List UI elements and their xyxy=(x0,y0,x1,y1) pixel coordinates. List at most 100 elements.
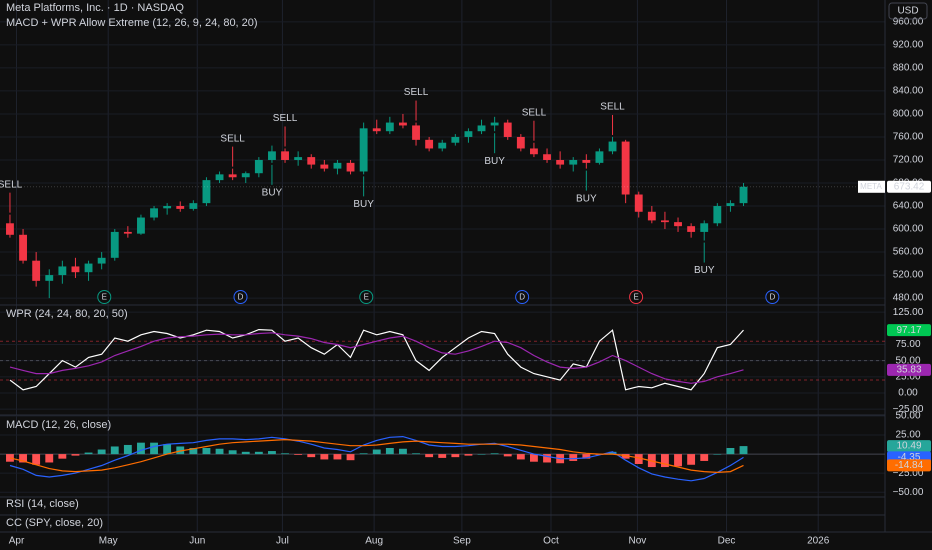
event-marker xyxy=(233,290,248,304)
histogram-bar xyxy=(58,454,67,459)
pane-title: RSI (14, close) xyxy=(6,498,79,510)
event-marker xyxy=(515,290,530,304)
histogram-bar xyxy=(97,449,106,455)
signal-label: SELL xyxy=(273,113,298,124)
histogram-bar xyxy=(372,449,381,455)
histogram-bar xyxy=(110,446,119,455)
candle-body xyxy=(32,260,41,281)
histogram-bar xyxy=(307,454,316,458)
candle-body xyxy=(621,141,630,195)
candle-body xyxy=(595,151,604,163)
candle-body xyxy=(189,203,198,209)
plot: Apr May Jun Jul Aug Sep Oct Nov Dec 2026 480.00 520… xyxy=(0,17,931,547)
y-tick-label: 600.00 xyxy=(893,224,924,235)
y-tick-label: 800.00 xyxy=(893,109,924,120)
histogram-bar xyxy=(425,454,434,458)
histogram-bar xyxy=(6,454,14,462)
pane-title: MACD (12, 26, close) xyxy=(6,419,111,431)
indicator-title: MACD + WPR Allow Extreme (12, 26, 9, 24,… xyxy=(6,17,258,29)
histogram-bar xyxy=(726,448,735,455)
y-tick-label: −50.00 xyxy=(893,487,924,498)
last-value-label: 10.49 xyxy=(896,441,921,452)
y-tick-label: 520.00 xyxy=(893,270,924,281)
candle-body xyxy=(582,159,591,163)
last-value-label: -4.35 xyxy=(898,452,921,463)
histogram-bar xyxy=(268,451,276,455)
candle-body xyxy=(713,206,722,224)
currency[interactable]: USD xyxy=(897,6,918,17)
signal-label: SELL xyxy=(600,102,625,113)
histogram-bar xyxy=(700,454,709,461)
signal-label: SELL xyxy=(404,87,429,98)
histogram-bar xyxy=(281,453,289,455)
candle-body xyxy=(726,203,735,207)
candle-body xyxy=(647,211,656,221)
symbol-label: META xyxy=(860,182,882,191)
y-tick-label: 920.00 xyxy=(893,40,924,51)
candle-body xyxy=(333,162,342,169)
histogram-bar xyxy=(294,454,303,455)
histogram-bar xyxy=(215,448,224,455)
event-label: E xyxy=(633,293,638,302)
x-tick-label: Aug xyxy=(365,536,383,547)
histogram-bar xyxy=(477,454,486,455)
y-tick-label: 960.00 xyxy=(893,17,924,28)
histogram-bar xyxy=(150,442,158,455)
y-tick-label: 25.00 xyxy=(895,430,920,441)
candle-body xyxy=(150,208,158,218)
last-value-tag xyxy=(887,180,931,193)
histogram-bar xyxy=(739,446,748,455)
grid xyxy=(0,0,885,532)
event-label: E xyxy=(364,293,369,302)
histogram-bar xyxy=(32,454,41,465)
event-label: D xyxy=(519,293,525,302)
histogram-bar xyxy=(634,454,643,464)
signal-label: BUY xyxy=(576,193,597,204)
candle-body xyxy=(569,159,578,165)
histogram-bar xyxy=(451,454,460,458)
signal-label: BUY xyxy=(484,156,505,167)
candle-body xyxy=(254,159,263,174)
candle-body xyxy=(346,162,355,172)
x-tick-label: 2026 xyxy=(807,536,830,547)
histogram-bar xyxy=(621,454,630,459)
candle-body xyxy=(503,122,512,137)
y-tick-label: 125.00 xyxy=(893,307,924,318)
signal-label: SELL xyxy=(220,133,245,144)
event-marker xyxy=(97,290,112,304)
candle-body xyxy=(700,223,709,232)
histogram-bar xyxy=(608,451,617,455)
histogram-bar xyxy=(438,454,447,458)
pane-title: CC (SPY, close, 20) xyxy=(6,517,103,529)
signal-label: BUY xyxy=(353,199,374,210)
y-tick-label: 50.00 xyxy=(895,411,920,422)
event-marker xyxy=(359,290,374,304)
candle-body xyxy=(739,186,748,204)
y-tick-label: 720.00 xyxy=(893,155,924,166)
candle-body xyxy=(530,148,538,155)
histogram-bar xyxy=(176,446,185,455)
x-tick-label: Sep xyxy=(453,536,471,547)
histogram-bar xyxy=(254,451,263,455)
candle-body xyxy=(71,266,80,273)
candle-body xyxy=(137,217,145,234)
histogram-bar xyxy=(530,454,538,462)
symbol-tag xyxy=(858,180,885,193)
candle-body xyxy=(45,275,54,281)
histogram-bar xyxy=(503,454,512,457)
candle-body xyxy=(477,125,486,132)
candle-body xyxy=(228,174,237,178)
x-tick-label: Nov xyxy=(629,536,647,547)
event-marker xyxy=(629,290,644,304)
last-value-label: 35.83 xyxy=(896,364,921,375)
histogram-bar xyxy=(163,444,172,455)
histogram-bar xyxy=(228,450,237,455)
currency-button[interactable] xyxy=(888,2,928,20)
candle-body xyxy=(687,226,696,232)
last-value-label: -14.84 xyxy=(895,460,924,471)
y-tick-label: 50.00 xyxy=(895,355,920,366)
y-tick-label: 560.00 xyxy=(893,247,924,258)
last-value-tag xyxy=(887,459,931,472)
candle-body xyxy=(294,157,303,160)
